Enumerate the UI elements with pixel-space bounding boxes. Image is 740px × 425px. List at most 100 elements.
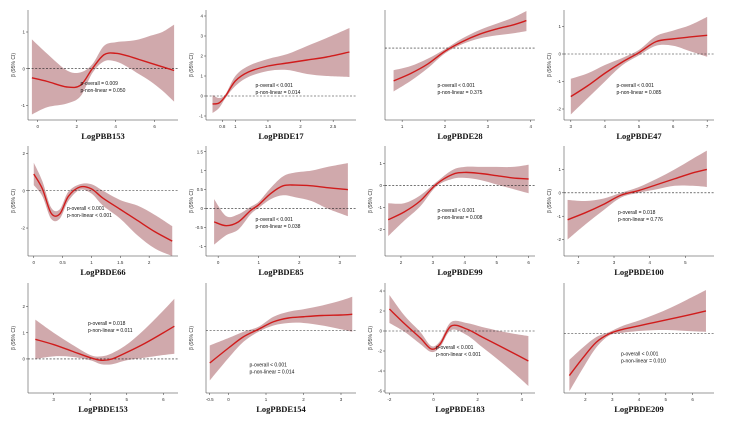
x-tick-label: 3 xyxy=(340,397,343,402)
y-tick-label: -2 xyxy=(557,107,561,112)
x-tick-label: 2 xyxy=(75,124,78,129)
x-tick-label: 3 xyxy=(611,397,614,402)
x-tick-label: 2 xyxy=(302,397,305,402)
y-tick-label: -0.5 xyxy=(195,225,203,230)
x-axis-title: LogPBDE99 xyxy=(437,267,482,277)
panel-logpbde17: -1 0 1 2 3 4 0.8 1 1.5 2 2.5 LogPBDE17 β (95% CI) p-o… xyxy=(189,10,356,141)
x-tick-label: 7 xyxy=(706,124,709,129)
y-axis-title: β (95% CI) xyxy=(189,189,195,213)
x-tick-label: 3 xyxy=(613,260,616,265)
x-tick-label: 4 xyxy=(604,124,607,129)
p-value-annotation: p-overall < 0.001 xyxy=(438,83,476,89)
y-tick-label: -2 xyxy=(378,227,382,232)
p-value-annotation: p-overall < 0.001 xyxy=(438,208,476,214)
x-tick-label: 4 xyxy=(114,124,117,129)
confidence-band xyxy=(209,296,353,381)
y-axis-title: β (95% CI) xyxy=(547,53,553,77)
x-tick-label: 6 xyxy=(527,260,530,265)
x-tick-label: 4 xyxy=(89,397,92,402)
spline-curve xyxy=(212,51,350,105)
p-value-annotation: p-overall = 0.018 xyxy=(88,321,126,327)
x-tick-label: 0 xyxy=(33,260,36,265)
p-value-annotation: p-overall = 0.018 xyxy=(618,210,656,216)
spline-curve xyxy=(33,173,173,242)
x-tick-label: 0 xyxy=(36,124,39,129)
p-value-annotation: p-non-linear = 0.011 xyxy=(88,328,133,334)
p-value-annotation: p-non-linear = 0.375 xyxy=(438,90,483,96)
x-axis-title: LogPBDE183 xyxy=(435,404,485,414)
x-tick-label: 1 xyxy=(257,260,260,265)
y-tick-label: -1 xyxy=(199,114,203,119)
panel-logpbde183: -6 -4 -2 0 2 4 -2 0 2 4 LogPBDE183 β (95% CI) p-over… xyxy=(368,283,535,414)
y-axis-title: β (95% CI) xyxy=(189,326,195,350)
confidence-band xyxy=(567,150,707,240)
panel-logpbde100: -2 -1 0 1 2 3 4 5 LogPBDE100 β (95% CI) p-overall … xyxy=(547,146,714,277)
x-tick-label: 6 xyxy=(162,397,165,402)
y-tick-label: -4 xyxy=(378,369,382,374)
confidence-band xyxy=(388,164,529,237)
confidence-band xyxy=(389,295,529,386)
y-tick-label: 0.5 xyxy=(197,187,204,192)
p-value-annotation: p-overall < 0.001 xyxy=(67,206,105,212)
p-value-annotation: p-non-linear = 0.010 xyxy=(621,359,666,365)
y-tick-label: 1 xyxy=(200,74,203,79)
y-tick-label: -2 xyxy=(21,226,25,231)
y-tick-label: -1 xyxy=(557,79,561,84)
y-axis-title: β (95% CI) xyxy=(189,53,195,77)
x-tick-label: -2 xyxy=(387,397,391,402)
x-tick-label: 5 xyxy=(126,397,129,402)
x-tick-label: 5 xyxy=(495,260,498,265)
x-tick-label: 0 xyxy=(227,397,230,402)
spline-curve xyxy=(388,308,529,362)
y-tick-label: 4 xyxy=(379,289,382,294)
x-tick-label: 5 xyxy=(638,124,641,129)
confidence-band xyxy=(214,163,348,245)
p-value-annotation: p-overall < 0.001 xyxy=(436,345,474,351)
y-tick-label: -1 xyxy=(21,103,25,108)
spline-curve xyxy=(567,168,708,221)
y-tick-label: 0 xyxy=(22,188,25,193)
panel-logpbde47: -2 -1 0 1 3 4 5 6 7 LogPBDE47 β (95% CI) p-overall … xyxy=(547,10,714,141)
x-tick-label: 3 xyxy=(432,260,435,265)
x-tick-label: 2 xyxy=(299,124,302,129)
x-tick-label: 1 xyxy=(401,124,404,129)
y-tick-label: 0 xyxy=(22,357,25,362)
x-tick-label: 2 xyxy=(148,260,151,265)
x-axis-title: LogPBDE28 xyxy=(437,131,482,141)
y-tick-label: -1 xyxy=(557,214,561,219)
x-tick-label: 0 xyxy=(432,397,435,402)
x-tick-label: 5 xyxy=(684,260,687,265)
confidence-band xyxy=(212,28,350,113)
p-value-annotation: p-overall < 0.001 xyxy=(256,83,294,89)
panel-logpbde154: -0.5 0 1 2 3 LogPBDE154 β (95% CI) p-overall < … xyxy=(189,283,356,414)
spline-curve xyxy=(35,325,175,362)
confidence-band xyxy=(393,11,527,92)
y-tick-label: 0 xyxy=(379,183,382,188)
x-tick-label: 0 xyxy=(217,260,220,265)
y-tick-label: 2 xyxy=(22,304,25,309)
y-axis-title: β (95% CI) xyxy=(11,53,17,77)
p-value-annotation: p-non-linear < 0.001 xyxy=(436,352,481,358)
y-tick-label: 2 xyxy=(22,151,25,156)
x-tick-label: 4 xyxy=(638,397,641,402)
x-tick-label: 2 xyxy=(584,397,587,402)
y-tick-label: 1.5 xyxy=(197,149,204,154)
panel-logpbde153: 0 1 2 3 4 5 6 LogPBDE153 β (95% CI) p-overall = 0… xyxy=(11,283,178,414)
panel-logpbde209: 2 3 4 5 6 LogPBDE209 p-overall < 0.001p-non-li… xyxy=(563,283,714,414)
y-tick-label: 0 xyxy=(200,206,203,211)
confidence-band xyxy=(31,24,175,115)
y-tick-label: -2 xyxy=(378,349,382,354)
x-axis-title: LogPBDE17 xyxy=(258,131,304,141)
x-axis-title: LogPBDE100 xyxy=(614,267,664,277)
x-axis-title: LogPBB153 xyxy=(81,131,124,141)
x-tick-label: 4 xyxy=(464,260,467,265)
x-tick-label: 3 xyxy=(570,124,573,129)
x-tick-label: 1 xyxy=(234,124,237,129)
x-tick-label: 0.8 xyxy=(219,124,226,129)
x-tick-label: 6 xyxy=(153,124,156,129)
p-value-annotation: p-non-linear = 0.085 xyxy=(617,90,662,96)
y-tick-label: 2 xyxy=(379,309,382,314)
x-tick-label: 6 xyxy=(672,124,675,129)
x-tick-label: 1.5 xyxy=(117,260,124,265)
y-tick-label: 0 xyxy=(200,94,203,99)
